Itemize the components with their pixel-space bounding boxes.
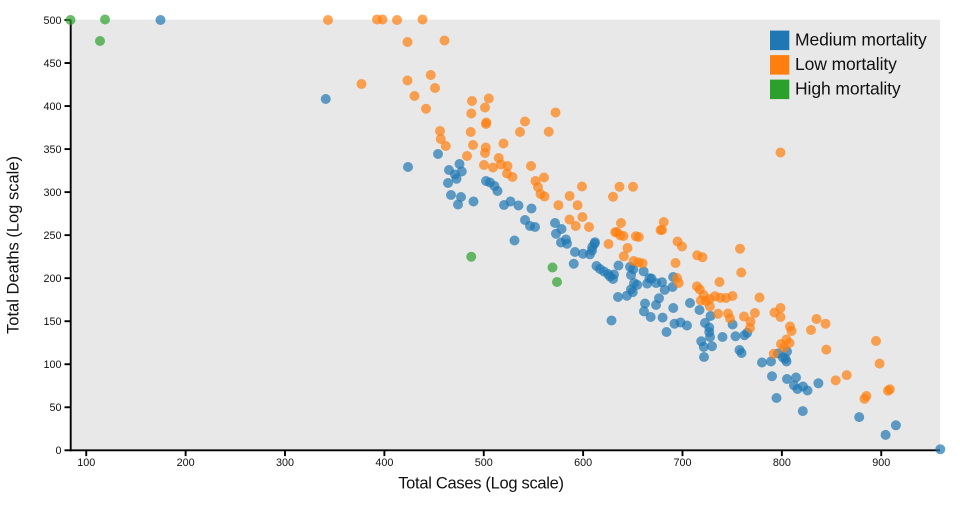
svg-text:200: 200 — [177, 457, 195, 469]
svg-text:100: 100 — [43, 359, 61, 371]
svg-text:150: 150 — [43, 316, 61, 328]
svg-text:800: 800 — [773, 457, 791, 469]
svg-text:700: 700 — [673, 457, 691, 469]
svg-text:200: 200 — [43, 273, 61, 285]
svg-text:Total Deaths (Log scale): Total Deaths (Log scale) — [5, 156, 23, 334]
svg-text:Medium mortality: Medium mortality — [795, 30, 927, 50]
svg-text:400: 400 — [43, 101, 61, 113]
svg-text:350: 350 — [43, 144, 61, 156]
svg-text:500: 500 — [475, 457, 493, 469]
svg-text:500: 500 — [43, 15, 61, 27]
svg-text:900: 900 — [872, 457, 890, 469]
svg-text:600: 600 — [574, 457, 592, 469]
svg-text:Low mortality: Low mortality — [795, 54, 897, 74]
svg-text:0: 0 — [55, 445, 61, 457]
svg-text:High mortality: High mortality — [795, 79, 901, 99]
svg-text:300: 300 — [276, 457, 294, 469]
svg-text:400: 400 — [375, 457, 393, 469]
svg-text:300: 300 — [43, 187, 61, 199]
svg-text:450: 450 — [43, 58, 61, 70]
svg-text:100: 100 — [77, 457, 95, 469]
svg-text:250: 250 — [43, 230, 61, 242]
svg-text:Total Cases (Log scale): Total Cases (Log scale) — [398, 474, 564, 492]
svg-text:50: 50 — [49, 402, 61, 414]
